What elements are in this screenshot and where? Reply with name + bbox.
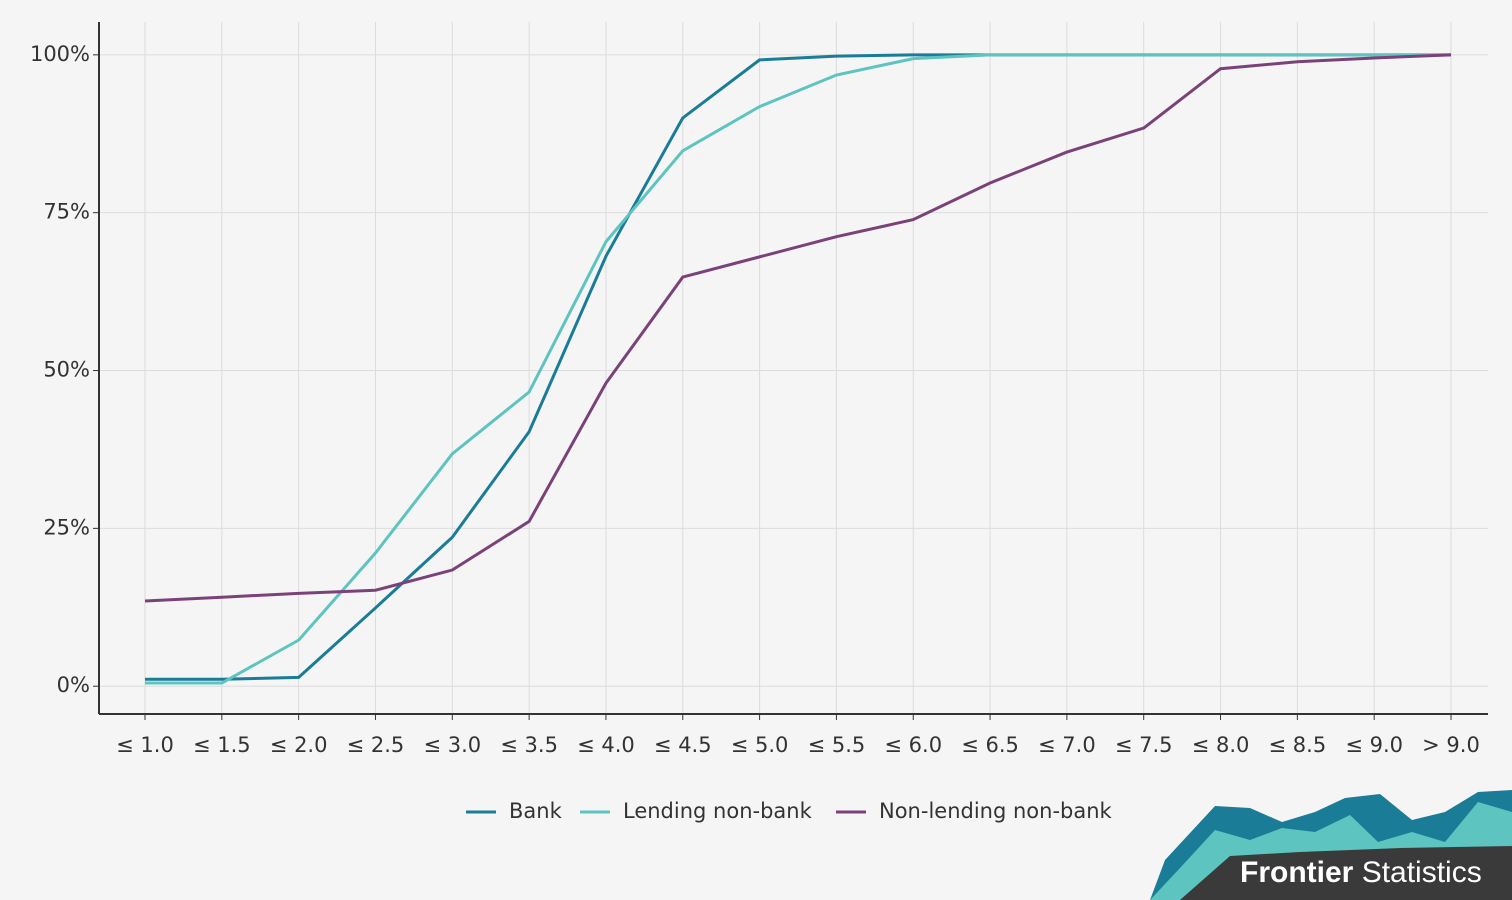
y-tick-label: 100% bbox=[30, 42, 90, 66]
logo-product: Statistics bbox=[1362, 856, 1482, 889]
y-tick-label: 50% bbox=[43, 358, 90, 382]
y-tick-label: 75% bbox=[43, 200, 90, 224]
logo-text: Frontier Statistics bbox=[1240, 856, 1482, 889]
x-tick-label: ≤ 6.0 bbox=[884, 733, 942, 757]
x-tick-label: ≤ 6.5 bbox=[961, 733, 1019, 757]
logo-shape bbox=[1180, 846, 1512, 900]
x-tick-label: ≤ 7.5 bbox=[1115, 733, 1173, 757]
y-tick-label: 25% bbox=[43, 515, 90, 539]
y-tick-label: 0% bbox=[57, 673, 90, 697]
plot: 0% 25% 50% 75% 100% ≤ 1.0 ≤ 1.5 ≤ 2.0 ≤ 2.5 ≤ 3.0… bbox=[30, 22, 1488, 823]
x-tick-label: ≤ 8.0 bbox=[1192, 733, 1250, 757]
x-tick-label: ≤ 2.0 bbox=[270, 733, 328, 757]
series-line bbox=[144, 53, 1452, 603]
x-tick-label: ≤ 5.0 bbox=[731, 733, 789, 757]
x-tick-label: ≤ 3.5 bbox=[500, 733, 558, 757]
x-tick-label: ≤ 5.5 bbox=[808, 733, 866, 757]
series-line bbox=[145, 53, 1451, 685]
x-tick-label: ≤ 7.0 bbox=[1038, 733, 1096, 757]
legend-label: Non-lending non-bank bbox=[879, 799, 1113, 823]
x-tick-label: ≤ 1.0 bbox=[116, 733, 174, 757]
series-line bbox=[145, 53, 1451, 681]
x-tick-label: > 9.0 bbox=[1422, 733, 1480, 757]
legend-label: Bank bbox=[509, 799, 563, 823]
x-tick-label: ≤ 4.5 bbox=[654, 733, 712, 757]
logo-brand: Frontier bbox=[1240, 856, 1354, 889]
logo: Frontier Statistics bbox=[1150, 790, 1512, 900]
x-tick-label: ≤ 2.5 bbox=[347, 733, 405, 757]
x-tick-label: ≤ 4.0 bbox=[577, 733, 635, 757]
legend-label: Lending non-bank bbox=[623, 799, 813, 823]
x-tick-label: ≤ 8.5 bbox=[1269, 733, 1327, 757]
x-tick-label: ≤ 3.0 bbox=[423, 733, 481, 757]
x-tick-label: ≤ 9.0 bbox=[1345, 733, 1403, 757]
x-tick-label: ≤ 1.5 bbox=[193, 733, 251, 757]
